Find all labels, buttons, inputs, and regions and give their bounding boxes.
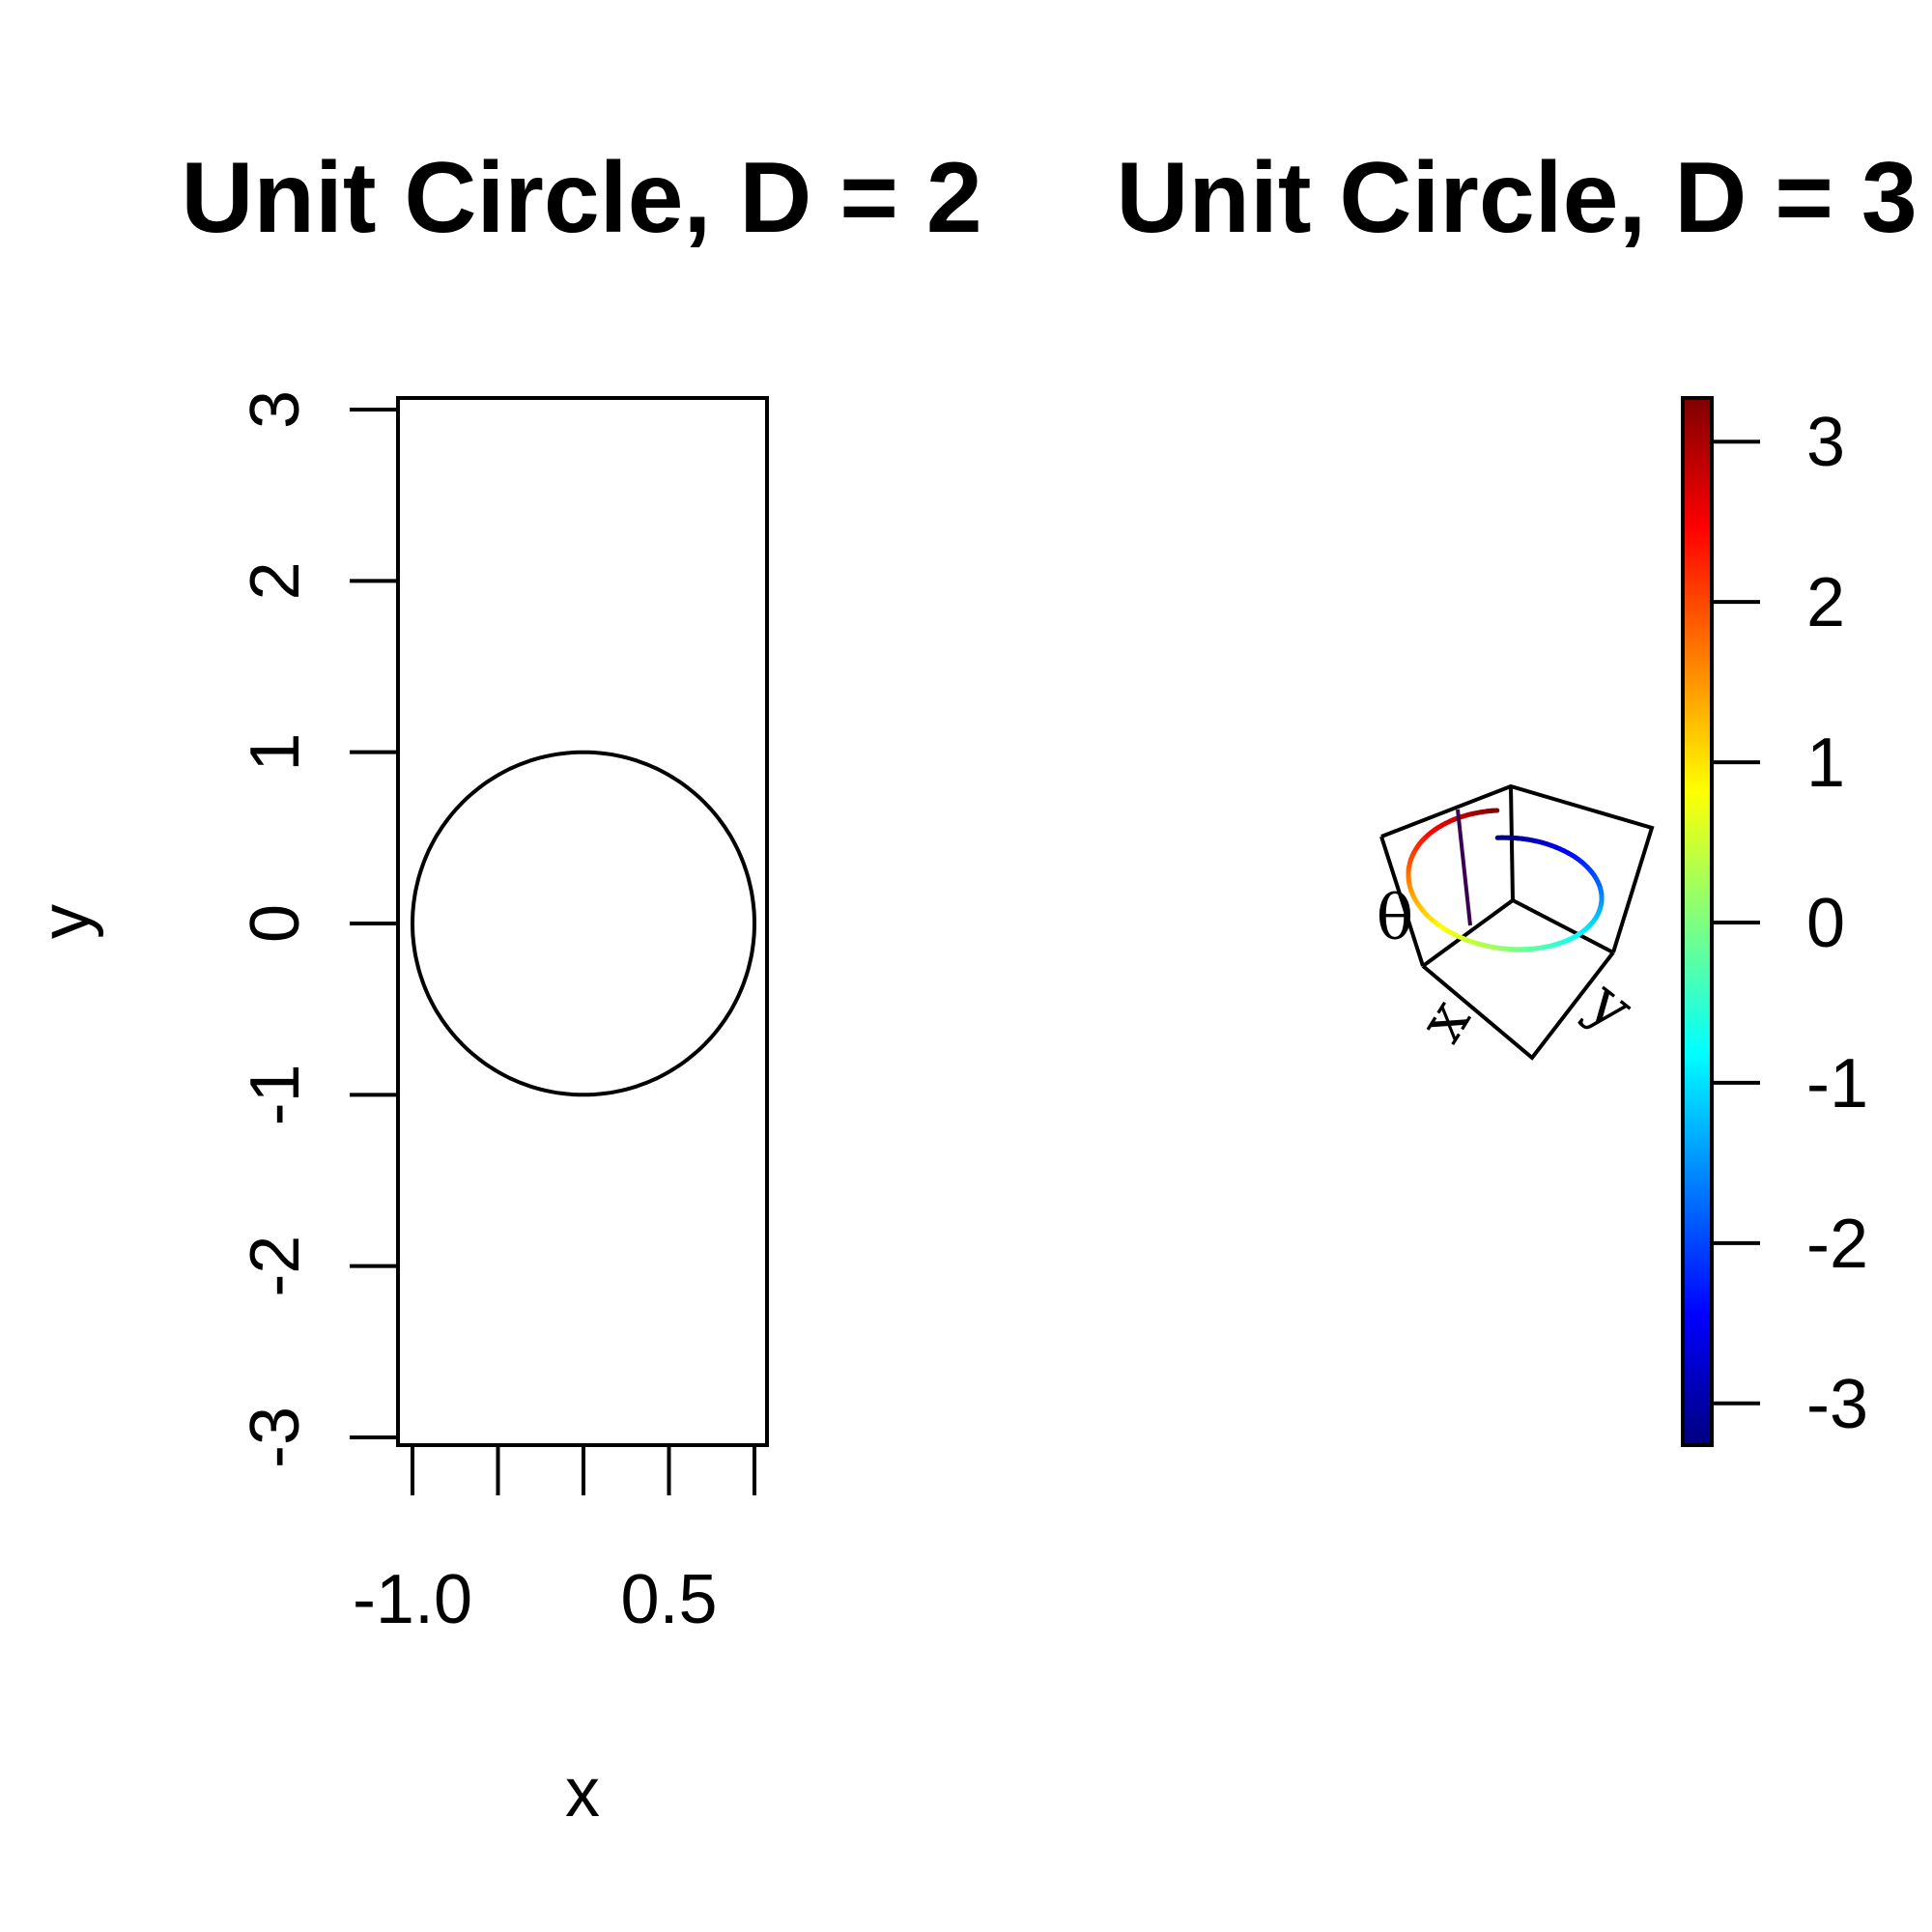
chart-title-2d: Unit Circle, D = 2	[181, 142, 981, 254]
y-tick-label-2d: 1	[237, 733, 314, 772]
y-tick-label-2d: 2	[237, 561, 314, 600]
x-axis-2d: -1.0 0.5	[353, 1445, 756, 1638]
y-axis-label-2d: y	[27, 904, 104, 939]
x-axis-label-2d: x	[565, 1754, 600, 1832]
plot-frame-2d	[396, 396, 769, 1447]
box-left-edge	[1379, 836, 1425, 967]
y-axis-label-3d: y	[1574, 967, 1646, 1045]
colorbar-tick-label: 3	[1806, 404, 1845, 481]
y-tick-label-2d: 3	[237, 390, 314, 429]
y-tick-label-2d: -3	[237, 1406, 314, 1468]
colorbar-ticks: -3 -2 -1 0 1 2 3	[1712, 404, 1868, 1443]
x-tick-label-2d: -1.0	[353, 1561, 472, 1638]
helix-curve	[1406, 808, 1605, 952]
y-axis-2d: -3 -2 -1 0 1 2 3	[237, 390, 398, 1468]
colorbar-tick-label: 2	[1806, 564, 1845, 641]
y-tick-label-2d: -2	[237, 1236, 314, 1297]
colorbar-tick-label: -2	[1806, 1206, 1868, 1283]
y-tick-label-2d: -1	[237, 1064, 314, 1125]
box-floor-edge-left	[1421, 898, 1515, 968]
colorbar-tick-label: 0	[1806, 885, 1845, 962]
colorbar-tick-label: 1	[1806, 724, 1845, 802]
z-axis-label-3d: θ	[1377, 883, 1414, 954]
x-tick-label-2d: 0.5	[620, 1561, 717, 1638]
colorbar	[1681, 396, 1714, 1447]
colorbar-tick-label: -3	[1806, 1366, 1868, 1443]
panel-3d: Unit Circle, D = 3 θ x y -3 -2 -1 0 1 2 3	[1116, 142, 1918, 1447]
y-tick-label-2d: 0	[237, 904, 314, 943]
perspective-box	[1379, 783, 1655, 1061]
x-axis-label-3d: x	[1406, 987, 1485, 1055]
colorbar-tick-label: -1	[1806, 1045, 1868, 1122]
box-vertical-edge	[1509, 785, 1515, 901]
box-floor-edge-right	[1512, 898, 1614, 954]
unit-circle-line	[410, 750, 757, 1097]
chart-title-3d: Unit Circle, D = 3	[1116, 142, 1917, 254]
helix-drop-line	[1456, 809, 1472, 926]
box-floor-front	[1421, 951, 1615, 1061]
box-back-left-face	[1380, 783, 1655, 953]
